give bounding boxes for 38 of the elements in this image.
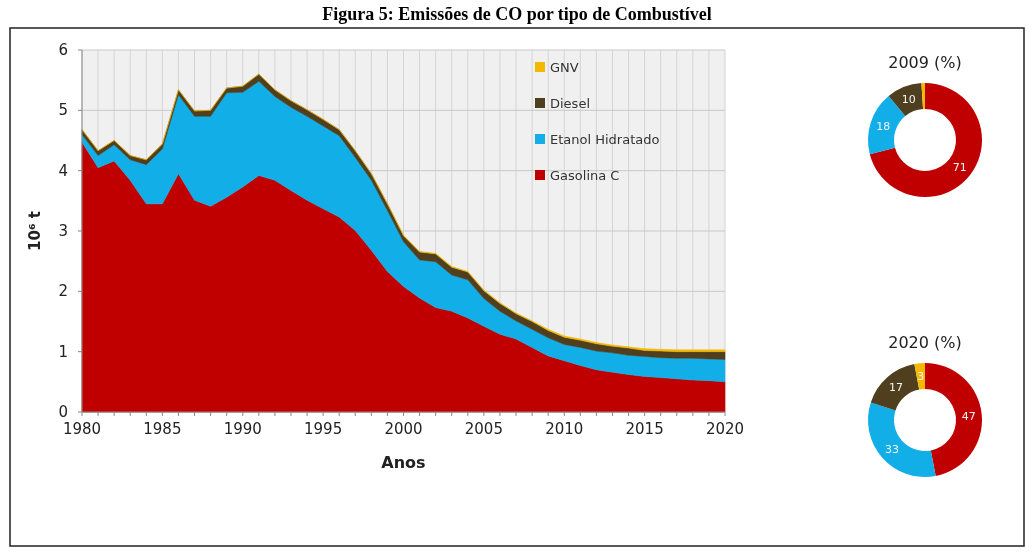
legend-label: Etanol Hidratado (550, 132, 660, 147)
donut-slice (921, 83, 925, 110)
x-tick-label: 2010 (545, 420, 584, 438)
chart-title: 2020 (%) (888, 333, 962, 352)
y-tick-label: 5 (58, 101, 68, 120)
x-tick-label: 2005 (464, 420, 503, 438)
donut-slice (888, 83, 924, 117)
data-label: 17 (888, 381, 903, 394)
data-label: 47 (961, 409, 976, 423)
y-axis-title: 10⁶ t (26, 211, 44, 251)
legend-label: Diesel (550, 96, 591, 111)
data-label: 3 (917, 370, 925, 384)
x-axis-title: Anos (381, 453, 426, 472)
chart-title: 2009 (%) (888, 53, 962, 72)
y-tick-label: 0 (58, 403, 68, 421)
legend-label: Gasolina C (550, 168, 620, 183)
x-tick-label: 2020 (705, 420, 745, 438)
data-label: 33 (885, 443, 899, 457)
y-tick-label: 4 (58, 161, 68, 180)
y-tick-label: 2 (58, 282, 68, 301)
x-tick-label: 1980 (62, 420, 102, 438)
y-tick-label: 6 (58, 41, 68, 59)
donut-slice (925, 363, 982, 476)
x-tick-label: 1990 (223, 420, 262, 438)
donut-slice (868, 402, 936, 477)
x-tick-label: 2000 (384, 420, 423, 438)
x-tick-label: 1985 (143, 420, 182, 438)
data-label: 10 (901, 93, 916, 107)
data-label: 71 (952, 160, 967, 174)
legend-label: GNV (550, 60, 579, 75)
chart-title: Figura 5: Emissões de CO por tipo de Combustível (322, 4, 712, 24)
x-tick-label: 2015 (625, 420, 664, 438)
y-tick-label: 1 (58, 342, 68, 361)
y-tick-label: 3 (58, 222, 68, 240)
donut-slice (869, 83, 982, 197)
x-tick-label: 1995 (304, 420, 343, 438)
donut-slice (870, 364, 920, 411)
data-label: 18 (876, 120, 891, 134)
